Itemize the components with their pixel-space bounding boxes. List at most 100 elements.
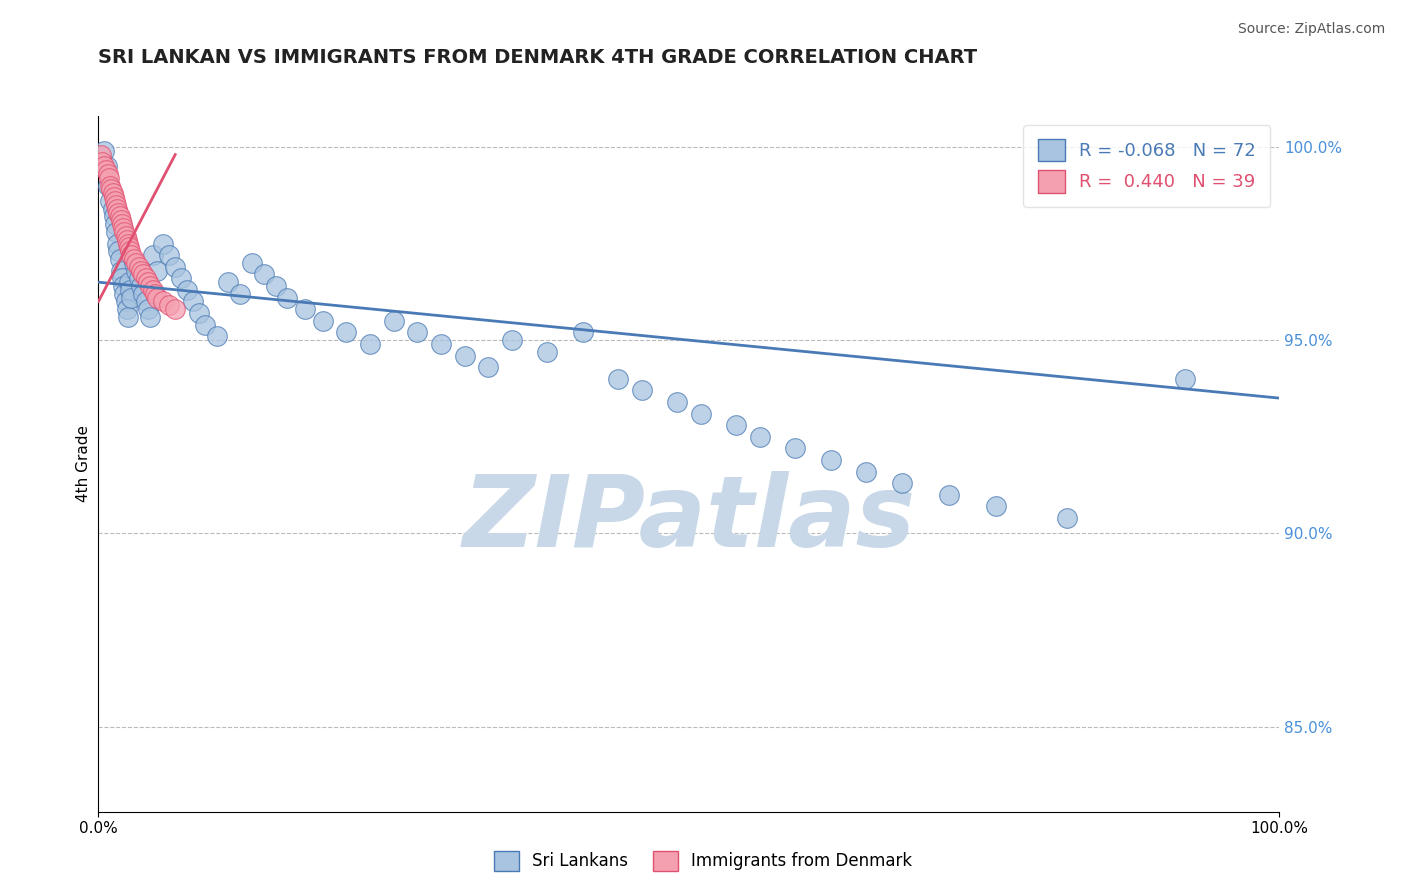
Point [118, 275, 141, 289]
Point [105, 225, 128, 239]
Point [205, 329, 228, 343]
Point [181, 294, 204, 309]
Point [105, 198, 128, 212]
Point [103, 210, 125, 224]
Point [382, 314, 405, 328]
Point [170, 271, 193, 285]
Point [142, 248, 165, 262]
Point [689, 407, 711, 421]
Point [136, 302, 159, 317]
Point [430, 337, 453, 351]
Point [110, 213, 132, 227]
Legend: R = -0.068   N = 72, R =  0.440   N = 39: R = -0.068 N = 72, R = 0.440 N = 39 [1024, 125, 1271, 207]
Point [98, 194, 121, 208]
Point [607, 372, 630, 386]
Point [93, 159, 115, 173]
Point [276, 291, 298, 305]
Point [104, 194, 127, 208]
Point [165, 260, 187, 274]
Point [110, 263, 132, 277]
Point [97, 167, 120, 181]
Point [121, 248, 143, 262]
Point [91, 155, 114, 169]
Point [104, 217, 127, 231]
Point [135, 294, 157, 309]
Point [855, 465, 877, 479]
Point [121, 291, 143, 305]
Point [111, 271, 134, 285]
Point [666, 395, 689, 409]
Point [108, 252, 131, 266]
Point [103, 190, 125, 204]
Point [157, 298, 180, 312]
Point [94, 163, 117, 178]
Point [101, 186, 124, 201]
Point [117, 310, 139, 324]
Point [132, 268, 155, 282]
Point [129, 263, 152, 277]
Point [785, 442, 807, 456]
Point [105, 236, 128, 251]
Point [129, 279, 152, 293]
Point [820, 453, 842, 467]
Point [125, 263, 148, 277]
Point [114, 228, 136, 243]
Point [146, 263, 169, 277]
Point [1056, 511, 1078, 525]
Point [97, 178, 120, 193]
Point [571, 326, 593, 340]
Point [100, 182, 122, 196]
Point [229, 286, 252, 301]
Legend: Sri Lankans, Immigrants from Denmark: Sri Lankans, Immigrants from Denmark [485, 842, 921, 880]
Point [128, 260, 150, 274]
Text: SRI LANKAN VS IMMIGRANTS FROM DENMARK 4TH GRADE CORRELATION CHART: SRI LANKAN VS IMMIGRANTS FROM DENMARK 4T… [98, 48, 977, 67]
Point [146, 291, 169, 305]
Y-axis label: 4th Grade: 4th Grade [76, 425, 91, 502]
Point [115, 302, 138, 317]
Point [120, 283, 142, 297]
Point [132, 286, 155, 301]
Point [90, 147, 112, 161]
Point [108, 210, 131, 224]
Point [96, 159, 118, 173]
Point [938, 488, 960, 502]
Point [128, 271, 150, 285]
Point [312, 314, 335, 328]
Point [748, 430, 770, 444]
Point [406, 326, 429, 340]
Point [114, 294, 136, 309]
Point [105, 202, 128, 216]
Point [152, 236, 174, 251]
Point [253, 268, 276, 282]
Point [135, 271, 157, 285]
Point [118, 240, 141, 254]
Point [157, 248, 180, 262]
Point [152, 294, 174, 309]
Point [176, 283, 198, 297]
Point [264, 279, 287, 293]
Point [294, 302, 316, 317]
Point [1174, 372, 1197, 386]
Point [143, 286, 166, 301]
Point [101, 202, 124, 216]
Point [139, 279, 162, 293]
Point [93, 144, 115, 158]
Point [725, 418, 748, 433]
Point [165, 302, 187, 317]
Point [122, 256, 145, 270]
Point [107, 244, 129, 259]
Point [115, 233, 138, 247]
Point [107, 205, 129, 219]
Point [111, 217, 134, 231]
Point [112, 279, 135, 293]
Point [536, 344, 558, 359]
Point [142, 283, 165, 297]
Point [630, 384, 652, 398]
Point [117, 236, 139, 251]
Point [453, 349, 475, 363]
Point [187, 306, 209, 320]
Point [112, 221, 135, 235]
Point [136, 275, 159, 289]
Point [112, 225, 135, 239]
Text: ZIPatlas: ZIPatlas [463, 471, 915, 568]
